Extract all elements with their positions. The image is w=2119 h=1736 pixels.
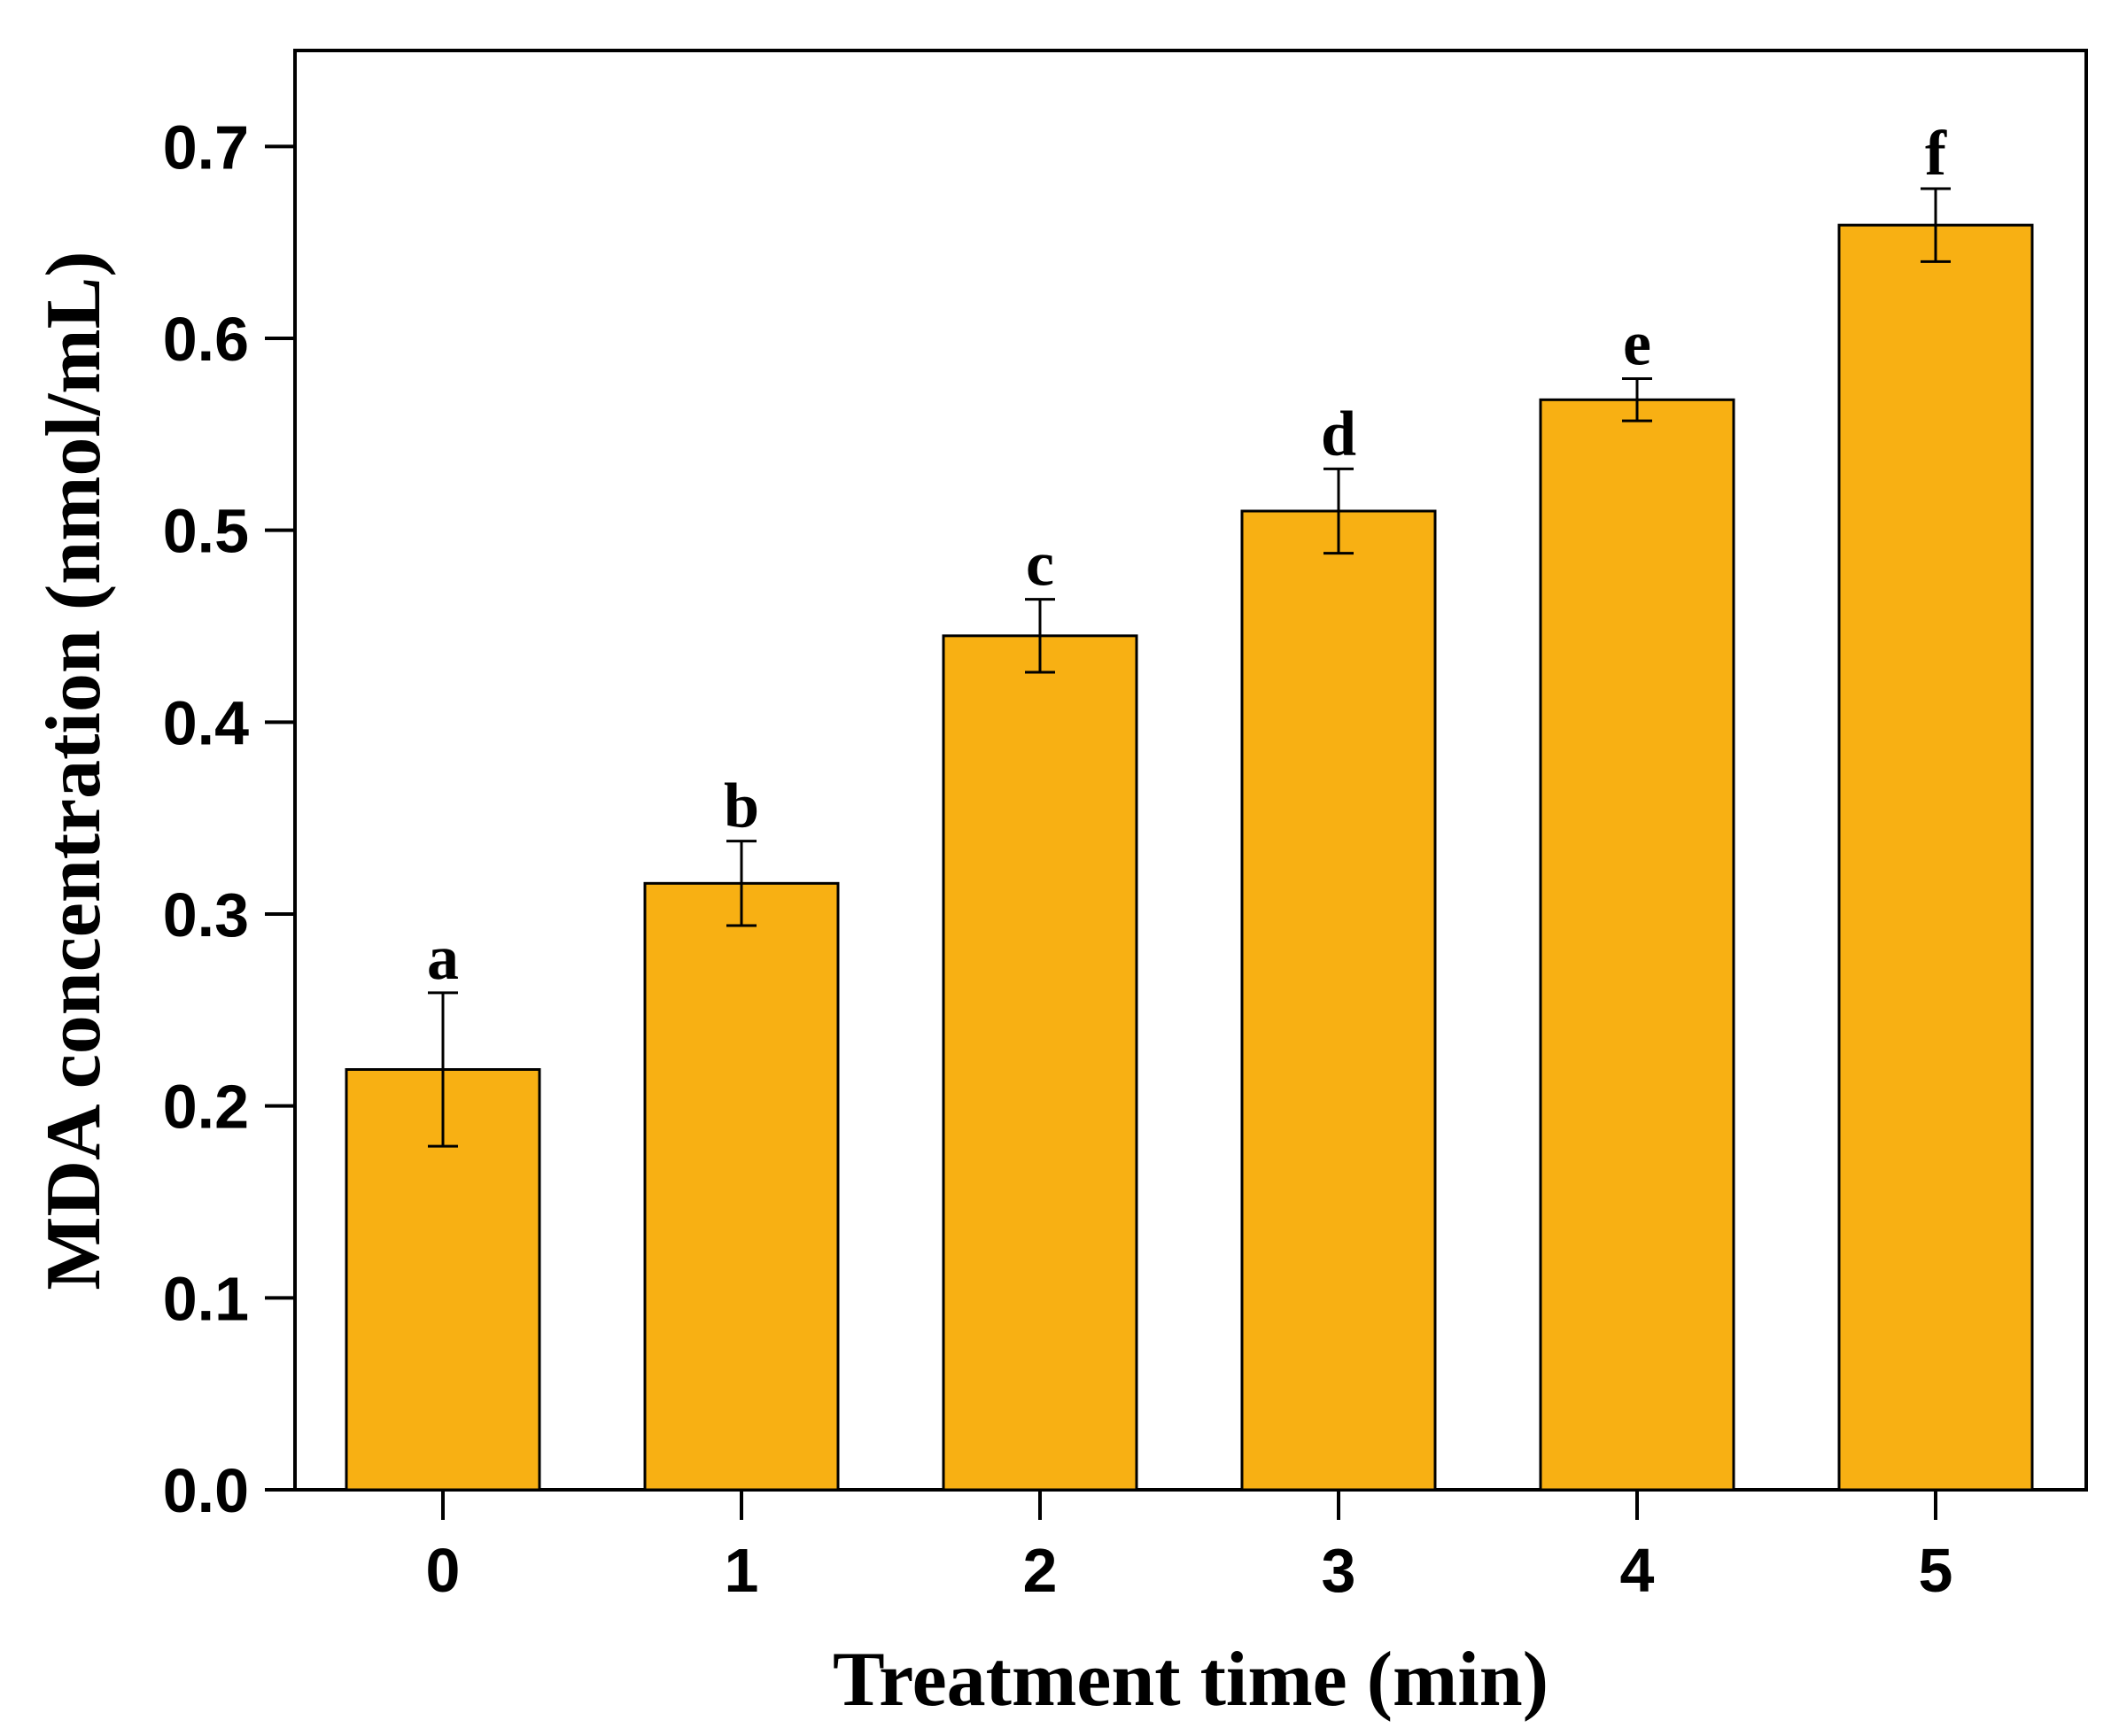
significance-letter: b — [724, 771, 759, 841]
y-tick-label: 0.6 — [163, 305, 249, 374]
significance-letters: a b c d e f — [427, 118, 1947, 993]
y-tick-label: 0.7 — [163, 112, 249, 182]
y-tick-label: 0.4 — [163, 688, 249, 757]
y-tick-label: 0.3 — [163, 880, 249, 949]
bar-series — [345, 223, 2034, 1492]
bar — [1539, 398, 1735, 1492]
y-axis: 0.0 0.1 0.2 0.3 0.4 0.5 0.6 0.7 — [163, 112, 295, 1525]
significance-letter: d — [1321, 398, 1356, 469]
x-axis: 0 1 2 3 4 5 — [426, 1490, 1953, 1605]
y-tick-label: 0.1 — [163, 1264, 249, 1333]
significance-letter: e — [1623, 308, 1651, 379]
bar — [1837, 223, 2034, 1492]
y-tick-label: 0.0 — [163, 1456, 249, 1525]
x-axis-title: Treatment time (min) — [833, 1637, 1548, 1723]
y-axis-title: MDA concentration (nmol/mL) — [31, 251, 117, 1290]
significance-letter: c — [1026, 529, 1054, 600]
significance-letter: a — [427, 922, 459, 993]
y-tick-label: 0.2 — [163, 1073, 249, 1142]
bar — [643, 881, 840, 1492]
x-tick-label: 0 — [426, 1536, 461, 1605]
x-tick-label: 4 — [1620, 1536, 1655, 1605]
plot-frame — [293, 49, 2088, 1492]
error-bars — [428, 187, 1951, 1148]
x-tick-label: 5 — [1919, 1536, 1953, 1605]
x-tick-label: 1 — [725, 1536, 759, 1605]
significance-letter: f — [1925, 118, 1947, 189]
x-tick-label: 3 — [1322, 1536, 1356, 1605]
x-tick-label: 2 — [1023, 1536, 1058, 1605]
bar — [942, 634, 1138, 1492]
bar — [1240, 509, 1437, 1492]
y-tick-label: 0.5 — [163, 497, 249, 566]
